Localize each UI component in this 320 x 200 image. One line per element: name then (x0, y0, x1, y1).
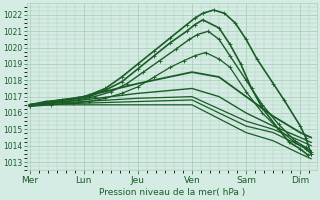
X-axis label: Pression niveau de la mer( hPa ): Pression niveau de la mer( hPa ) (99, 188, 245, 197)
